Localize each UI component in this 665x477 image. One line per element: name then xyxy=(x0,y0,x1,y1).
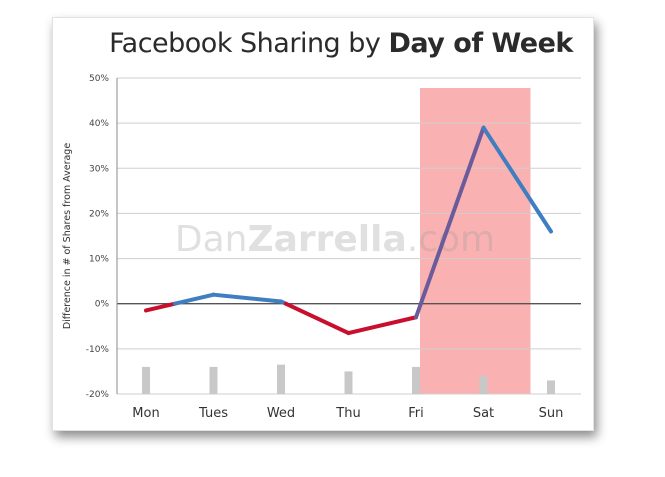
x-tick-label: Sun xyxy=(539,406,564,421)
series-line xyxy=(144,125,553,336)
y-tick-label: 40% xyxy=(89,119,109,129)
x-tick-label: Wed xyxy=(267,406,295,421)
volume-bar xyxy=(344,371,353,394)
volume-bars xyxy=(142,364,555,394)
series-segment xyxy=(172,292,216,306)
y-tick-labels: -20% -10% 0% 10% 20% 30% 40% 50% xyxy=(86,74,110,400)
y-tick-label: -20% xyxy=(86,390,110,400)
x-tick-labels: Mon Tues Wed Thu Fri Sat Sun xyxy=(132,406,563,421)
volume-bar xyxy=(209,366,218,394)
chart-card: Facebook Sharing by Day of Week -20% -10%… xyxy=(52,17,594,431)
watermark: DanZarrella.com xyxy=(175,219,495,260)
y-tick-label: -10% xyxy=(86,345,110,355)
x-tick-label: Thu xyxy=(335,406,360,421)
series-segment xyxy=(144,301,177,313)
series-segment xyxy=(283,301,351,336)
x-tick-label: Tues xyxy=(198,406,228,421)
volume-bar xyxy=(479,375,488,394)
watermark-part3: .com xyxy=(407,219,495,260)
watermark-part2: Zarrella xyxy=(247,219,406,260)
volume-bar xyxy=(277,364,285,394)
y-tick-label: 50% xyxy=(89,74,109,84)
line-chart: -20% -10% 0% 10% 20% 30% 40% 50% DanZarrella.co… xyxy=(62,74,581,421)
x-tick-label: Mon xyxy=(132,406,159,421)
highlight-band xyxy=(420,88,531,394)
volume-bar xyxy=(547,380,555,394)
y-tick-label: 0% xyxy=(95,300,110,310)
volume-bar xyxy=(142,366,150,394)
chart-title-bold: Day of Week xyxy=(388,28,573,59)
y-tick-label: 20% xyxy=(89,209,109,219)
y-axis-label: Difference in # of Shares from Average xyxy=(62,143,73,330)
chart-title: Facebook Sharing by Day of Week xyxy=(101,28,581,59)
x-tick-label: Sat xyxy=(473,406,494,421)
grid-lines xyxy=(117,77,581,395)
series-segment xyxy=(346,315,418,336)
series-segment xyxy=(481,125,553,234)
volume-bar xyxy=(412,366,420,394)
series-segment xyxy=(414,301,423,320)
series-segment xyxy=(418,125,486,306)
watermark-part1: Dan xyxy=(175,219,248,260)
y-tick-label: 10% xyxy=(89,255,109,265)
y-tick-label: 30% xyxy=(89,164,109,174)
x-tick-label: Fri xyxy=(408,406,424,421)
series-segment xyxy=(211,292,283,304)
chart-title-regular: Facebook Sharing by xyxy=(109,28,389,59)
